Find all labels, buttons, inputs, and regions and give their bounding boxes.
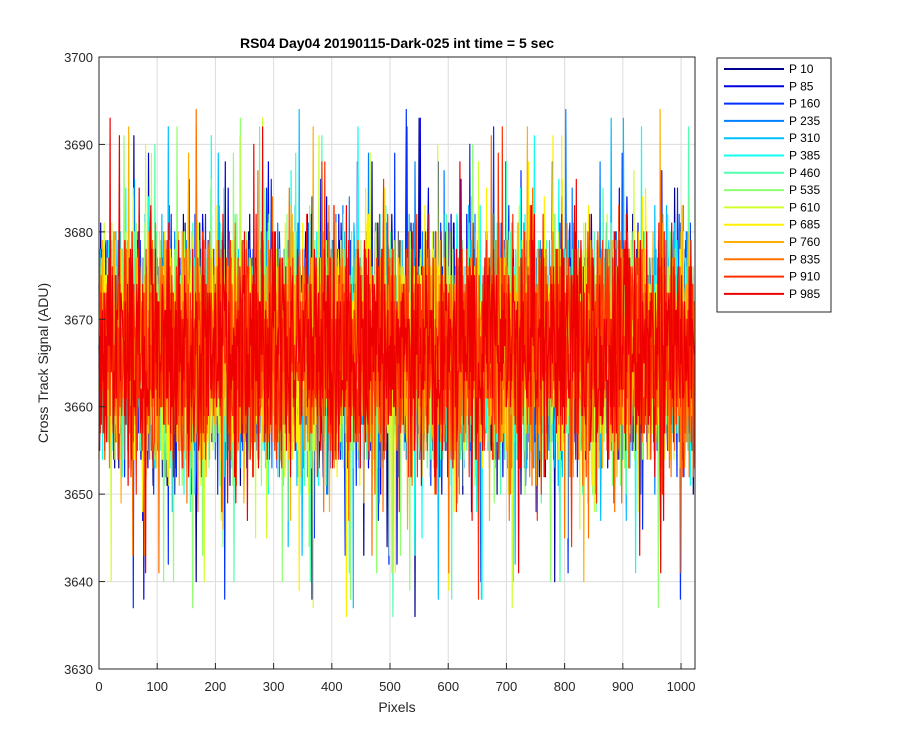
y-tick-label: 3630 [64, 662, 93, 677]
x-tick-label: 500 [379, 679, 401, 694]
chart-title: RS04 Day04 20190115-Dark-025 int time = … [240, 35, 554, 51]
series-lines [98, 108, 695, 618]
x-tick-label: 600 [437, 679, 459, 694]
legend-label: P 685 [789, 218, 820, 232]
legend-label: P 310 [789, 131, 820, 145]
legend-label: P 460 [789, 166, 820, 180]
legend-box [716, 57, 832, 313]
legend-label: P 610 [789, 200, 820, 214]
x-tick-label: 400 [321, 679, 343, 694]
y-axis-label: Cross Track Signal (ADU) [35, 283, 51, 443]
legend-label: P 835 [789, 252, 820, 266]
y-tick-label: 3680 [64, 225, 93, 240]
y-tick-label: 3690 [64, 137, 93, 152]
y-tick-label: 3650 [64, 487, 93, 502]
plot-frame [98, 56, 696, 670]
legend-label: P 385 [789, 149, 820, 163]
x-tick-label: 700 [496, 679, 518, 694]
x-tick-label: 200 [205, 679, 227, 694]
x-axis-ticks: 0 100 200 300 400 500 600 700 800 900 1000 [95, 663, 695, 694]
legend-label: P 235 [789, 114, 820, 128]
x-tick-label: 1000 [667, 679, 696, 694]
legend-label: P 10 [789, 62, 814, 76]
x-tick-label: 900 [612, 679, 634, 694]
x-tick-label: 800 [554, 679, 576, 694]
legend-label: P 160 [789, 97, 820, 111]
legend-label: P 85 [789, 79, 814, 93]
legend-label: P 760 [789, 235, 820, 249]
y-tick-label: 3670 [64, 312, 93, 327]
x-tick-label: 300 [263, 679, 285, 694]
y-axis-ticks: 3630 3640 3650 3660 3670 3680 3690 3700 [64, 50, 105, 677]
x-axis-label: Pixels [378, 699, 415, 715]
x-tick-label: 100 [146, 679, 168, 694]
legend-items: P 10 P 85 P 160 P 235 P 310 P 385 P 460 P 535 P … [724, 62, 820, 301]
y-tick-label: 3660 [64, 400, 93, 415]
legend-label: P 535 [789, 183, 820, 197]
legend-label: P 985 [789, 287, 820, 301]
y-tick-label: 3700 [64, 50, 93, 65]
series-line [98, 117, 695, 574]
y-tick-label: 3640 [64, 575, 93, 590]
legend-label: P 910 [789, 270, 820, 284]
x-tick-label: 0 [95, 679, 102, 694]
legend: P 10 P 85 P 160 P 235 P 310 P 385 P 460 P 535 P … [716, 57, 832, 313]
